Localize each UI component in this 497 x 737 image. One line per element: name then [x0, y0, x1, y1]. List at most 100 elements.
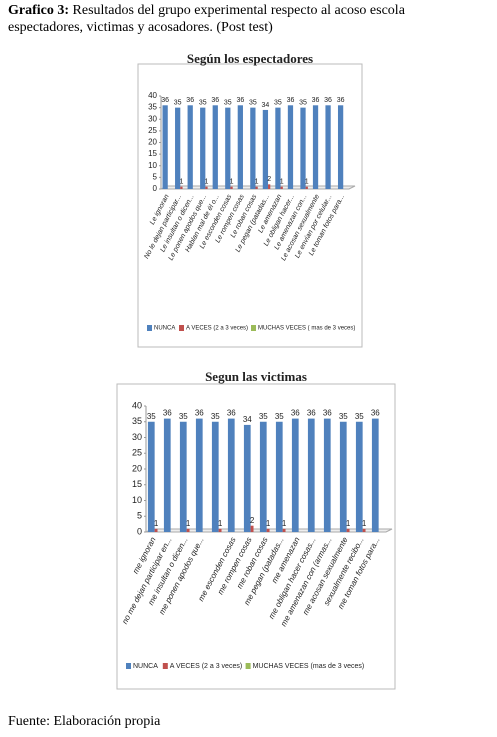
data-label: 36 [211, 97, 219, 104]
data-label: 1 [179, 179, 183, 186]
legend-swatch [162, 663, 168, 669]
data-label: 36 [291, 409, 300, 418]
data-label: 35 [224, 99, 232, 106]
bar [180, 186, 183, 189]
data-label: 35 [299, 99, 307, 106]
bar [218, 528, 222, 532]
data-label: 36 [312, 97, 320, 104]
data-label: 36 [307, 409, 316, 418]
legend-swatch [179, 325, 184, 331]
data-label: 2 [250, 516, 255, 525]
data-label: 35 [199, 99, 207, 106]
bar [282, 528, 286, 532]
bar [325, 105, 331, 189]
y-tick-label: 0 [153, 184, 158, 193]
y-tick-label: 20 [132, 463, 142, 473]
data-label: 36 [186, 97, 194, 104]
y-tick-label: 5 [137, 511, 142, 521]
bar [312, 105, 319, 189]
source: Fuente: Elaboración propia [8, 714, 161, 729]
data-label: 35 [179, 412, 188, 421]
data-label: 34 [262, 102, 270, 109]
bar [355, 421, 363, 532]
data-label: 1 [205, 179, 209, 186]
data-label: 34 [243, 415, 252, 424]
y-tick-label: 15 [148, 149, 157, 158]
bar [307, 418, 315, 532]
y-tick-label: 5 [153, 172, 158, 181]
legend-swatch [147, 325, 152, 331]
bar [323, 418, 331, 532]
data-label: 1 [218, 519, 223, 528]
caption-text: Resultados del grupo experimental respec… [72, 3, 405, 18]
y-tick-label: 30 [132, 432, 142, 442]
bar [250, 107, 256, 189]
bar [305, 186, 308, 189]
bar [179, 421, 187, 532]
y-tick-label: 15 [132, 479, 142, 489]
bar [205, 186, 208, 189]
bar [147, 421, 155, 532]
legend-label: MUCHAS VECES ( mas de 3 veces) [258, 326, 355, 332]
chart-title: Segun las victimas [205, 370, 307, 384]
data-label: 36 [236, 97, 244, 104]
legend-label: MUCHAS VECES (mas de 3 veces) [253, 663, 365, 670]
bar [275, 107, 281, 189]
data-label: 1 [280, 179, 284, 186]
bar [291, 418, 299, 532]
bar [186, 528, 190, 532]
bar [230, 186, 233, 189]
bar [243, 424, 251, 532]
data-label: 36 [323, 409, 332, 418]
bar [195, 418, 203, 532]
data-label: 36 [337, 97, 345, 104]
bar [371, 418, 379, 532]
bar [250, 525, 254, 532]
bar [175, 107, 181, 189]
data-label: 36 [195, 409, 204, 418]
chart: Segun las victimas0510152025303540351me … [116, 370, 396, 690]
legend-label: NUNCA [154, 326, 175, 332]
bar [346, 528, 350, 532]
data-label: 1 [362, 519, 367, 528]
data-label: 1 [282, 519, 287, 528]
legend-swatch [251, 325, 256, 331]
data-label: 35 [147, 412, 156, 421]
bar [280, 186, 283, 189]
data-label: 35 [249, 99, 257, 106]
legend-swatch [126, 663, 131, 669]
y-tick-label: 10 [148, 161, 157, 170]
data-label: 35 [211, 412, 220, 421]
data-label: 1 [305, 179, 309, 186]
y-tick-label: 40 [132, 400, 142, 410]
data-label: 1 [266, 519, 271, 528]
bar [259, 421, 267, 532]
data-label: 35 [274, 99, 282, 106]
data-label: 1 [346, 519, 351, 528]
data-label: 36 [163, 409, 172, 418]
legend-label: A VECES (2 a 3 veces) [186, 326, 248, 332]
bar [300, 107, 306, 189]
bar [187, 105, 193, 189]
y-tick-label: 25 [132, 448, 142, 458]
bar [200, 107, 206, 189]
data-label: 35 [259, 412, 268, 421]
y-tick-label: 35 [132, 416, 142, 426]
bar [339, 421, 347, 532]
y-tick-label: 20 [148, 138, 157, 147]
data-label: 1 [154, 519, 159, 528]
caption-text: espectadores, victimas y acosadores. (Po… [8, 20, 273, 35]
data-label: 1 [186, 519, 191, 528]
y-tick-label: 40 [148, 91, 157, 100]
legend-label: A VECES (2 a 3 veces) [170, 663, 242, 670]
bar [255, 186, 258, 189]
bar [154, 528, 158, 532]
bar [287, 105, 294, 189]
bar [162, 105, 168, 189]
caption-label: Grafico 3: [8, 3, 70, 18]
caption: Grafico 3: Resultados del grupo experime… [8, 2, 497, 36]
y-tick-label: 35 [148, 103, 157, 112]
data-label: 1 [255, 179, 259, 186]
data-label: 1 [230, 179, 234, 186]
